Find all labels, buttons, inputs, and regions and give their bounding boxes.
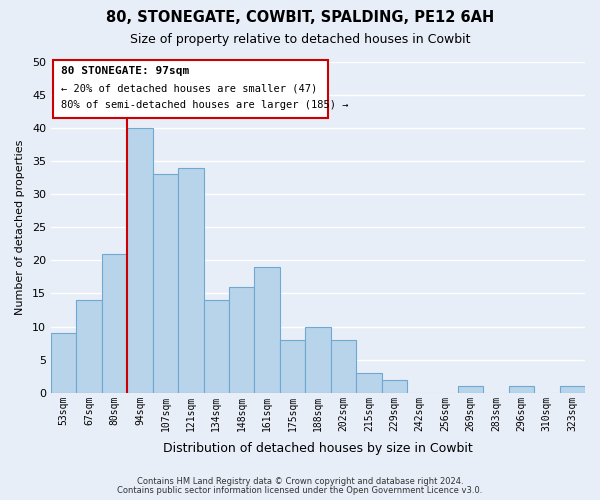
Text: 80% of semi-detached houses are larger (185) →: 80% of semi-detached houses are larger (… xyxy=(61,100,349,110)
Text: Contains HM Land Registry data © Crown copyright and database right 2024.: Contains HM Land Registry data © Crown c… xyxy=(137,477,463,486)
Bar xyxy=(331,340,356,393)
Bar xyxy=(560,386,585,393)
Bar xyxy=(203,300,229,393)
Bar xyxy=(382,380,407,393)
Bar xyxy=(229,287,254,393)
FancyBboxPatch shape xyxy=(53,60,328,118)
Bar xyxy=(102,254,127,393)
Bar xyxy=(356,373,382,393)
Bar xyxy=(178,168,203,393)
Bar xyxy=(51,333,76,393)
Bar xyxy=(509,386,534,393)
Bar xyxy=(305,326,331,393)
Text: 80 STONEGATE: 97sqm: 80 STONEGATE: 97sqm xyxy=(61,66,189,76)
Text: Contains public sector information licensed under the Open Government Licence v3: Contains public sector information licen… xyxy=(118,486,482,495)
Bar xyxy=(127,128,152,393)
Bar xyxy=(152,174,178,393)
Text: ← 20% of detached houses are smaller (47): ← 20% of detached houses are smaller (47… xyxy=(61,83,317,93)
X-axis label: Distribution of detached houses by size in Cowbit: Distribution of detached houses by size … xyxy=(163,442,473,455)
Bar xyxy=(458,386,483,393)
Bar xyxy=(76,300,102,393)
Y-axis label: Number of detached properties: Number of detached properties xyxy=(15,140,25,315)
Bar xyxy=(254,267,280,393)
Bar xyxy=(280,340,305,393)
Text: 80, STONEGATE, COWBIT, SPALDING, PE12 6AH: 80, STONEGATE, COWBIT, SPALDING, PE12 6A… xyxy=(106,10,494,25)
Text: Size of property relative to detached houses in Cowbit: Size of property relative to detached ho… xyxy=(130,32,470,46)
